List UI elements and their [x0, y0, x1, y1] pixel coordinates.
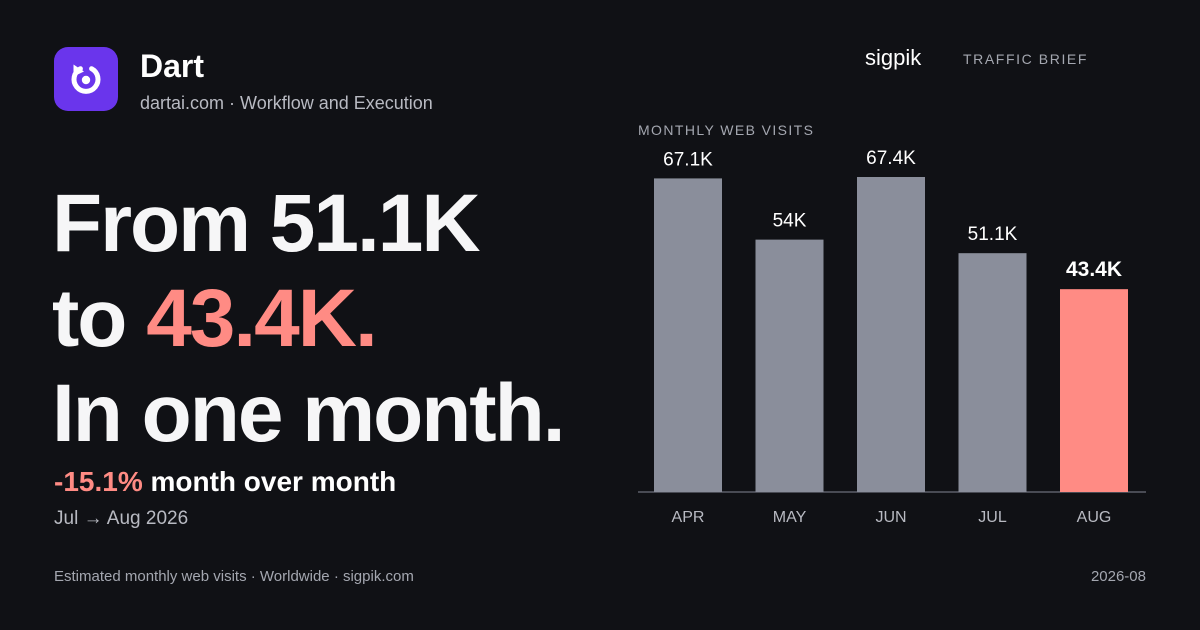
bar-may	[755, 239, 824, 492]
value-label-may: 54K	[773, 211, 807, 232]
headline-accent-value: 43.4K.	[146, 273, 378, 364]
x-tick-label-jun: JUN	[875, 509, 906, 526]
app-name: Dart	[140, 48, 205, 84]
value-label-jul: 51.1K	[968, 224, 1018, 245]
change-summary: -15.1% month over month	[54, 464, 396, 500]
value-label-apr: 67.1K	[663, 149, 713, 170]
headline: From 51.1K to 43.4K. In one month.	[52, 176, 565, 461]
headline-line-3: In one month.	[52, 368, 565, 459]
headline-line-2: to 43.4K.	[52, 271, 563, 366]
change-percent: -15.1%	[54, 466, 143, 497]
bar-aug	[1060, 289, 1128, 492]
footer-source: Estimated monthly web visits · Worldwide…	[54, 568, 414, 585]
app-subtitle: dartai.com · Workflow and Execution	[140, 93, 433, 113]
app-logo	[54, 47, 118, 111]
brief-label: TRAFFIC BRIEF	[963, 51, 1089, 67]
x-tick-label-may: MAY	[773, 509, 807, 526]
bar-jun	[857, 177, 925, 492]
value-label-jun: 67.4K	[866, 148, 916, 169]
value-label-aug: 43.4K	[1066, 258, 1122, 281]
brand-name: sigpik	[865, 45, 922, 70]
x-tick-label-jul: JUL	[978, 509, 1007, 526]
x-tick-label-apr: APR	[672, 509, 705, 526]
bar-jul	[958, 253, 1027, 492]
chart-title: MONTHLY WEB VISITS	[638, 122, 815, 138]
x-tick-label-aug: AUG	[1077, 509, 1112, 526]
change-text: month over month	[142, 466, 397, 497]
dart-refresh-icon	[71, 64, 101, 94]
bar-apr	[654, 178, 722, 492]
footer-date: 2026-08	[1090, 568, 1146, 585]
headline-line-2-prefix: to	[52, 273, 147, 364]
headline-line-1: From 51.1K	[52, 178, 481, 269]
date-range: Jul → Aug 2026	[54, 508, 189, 529]
